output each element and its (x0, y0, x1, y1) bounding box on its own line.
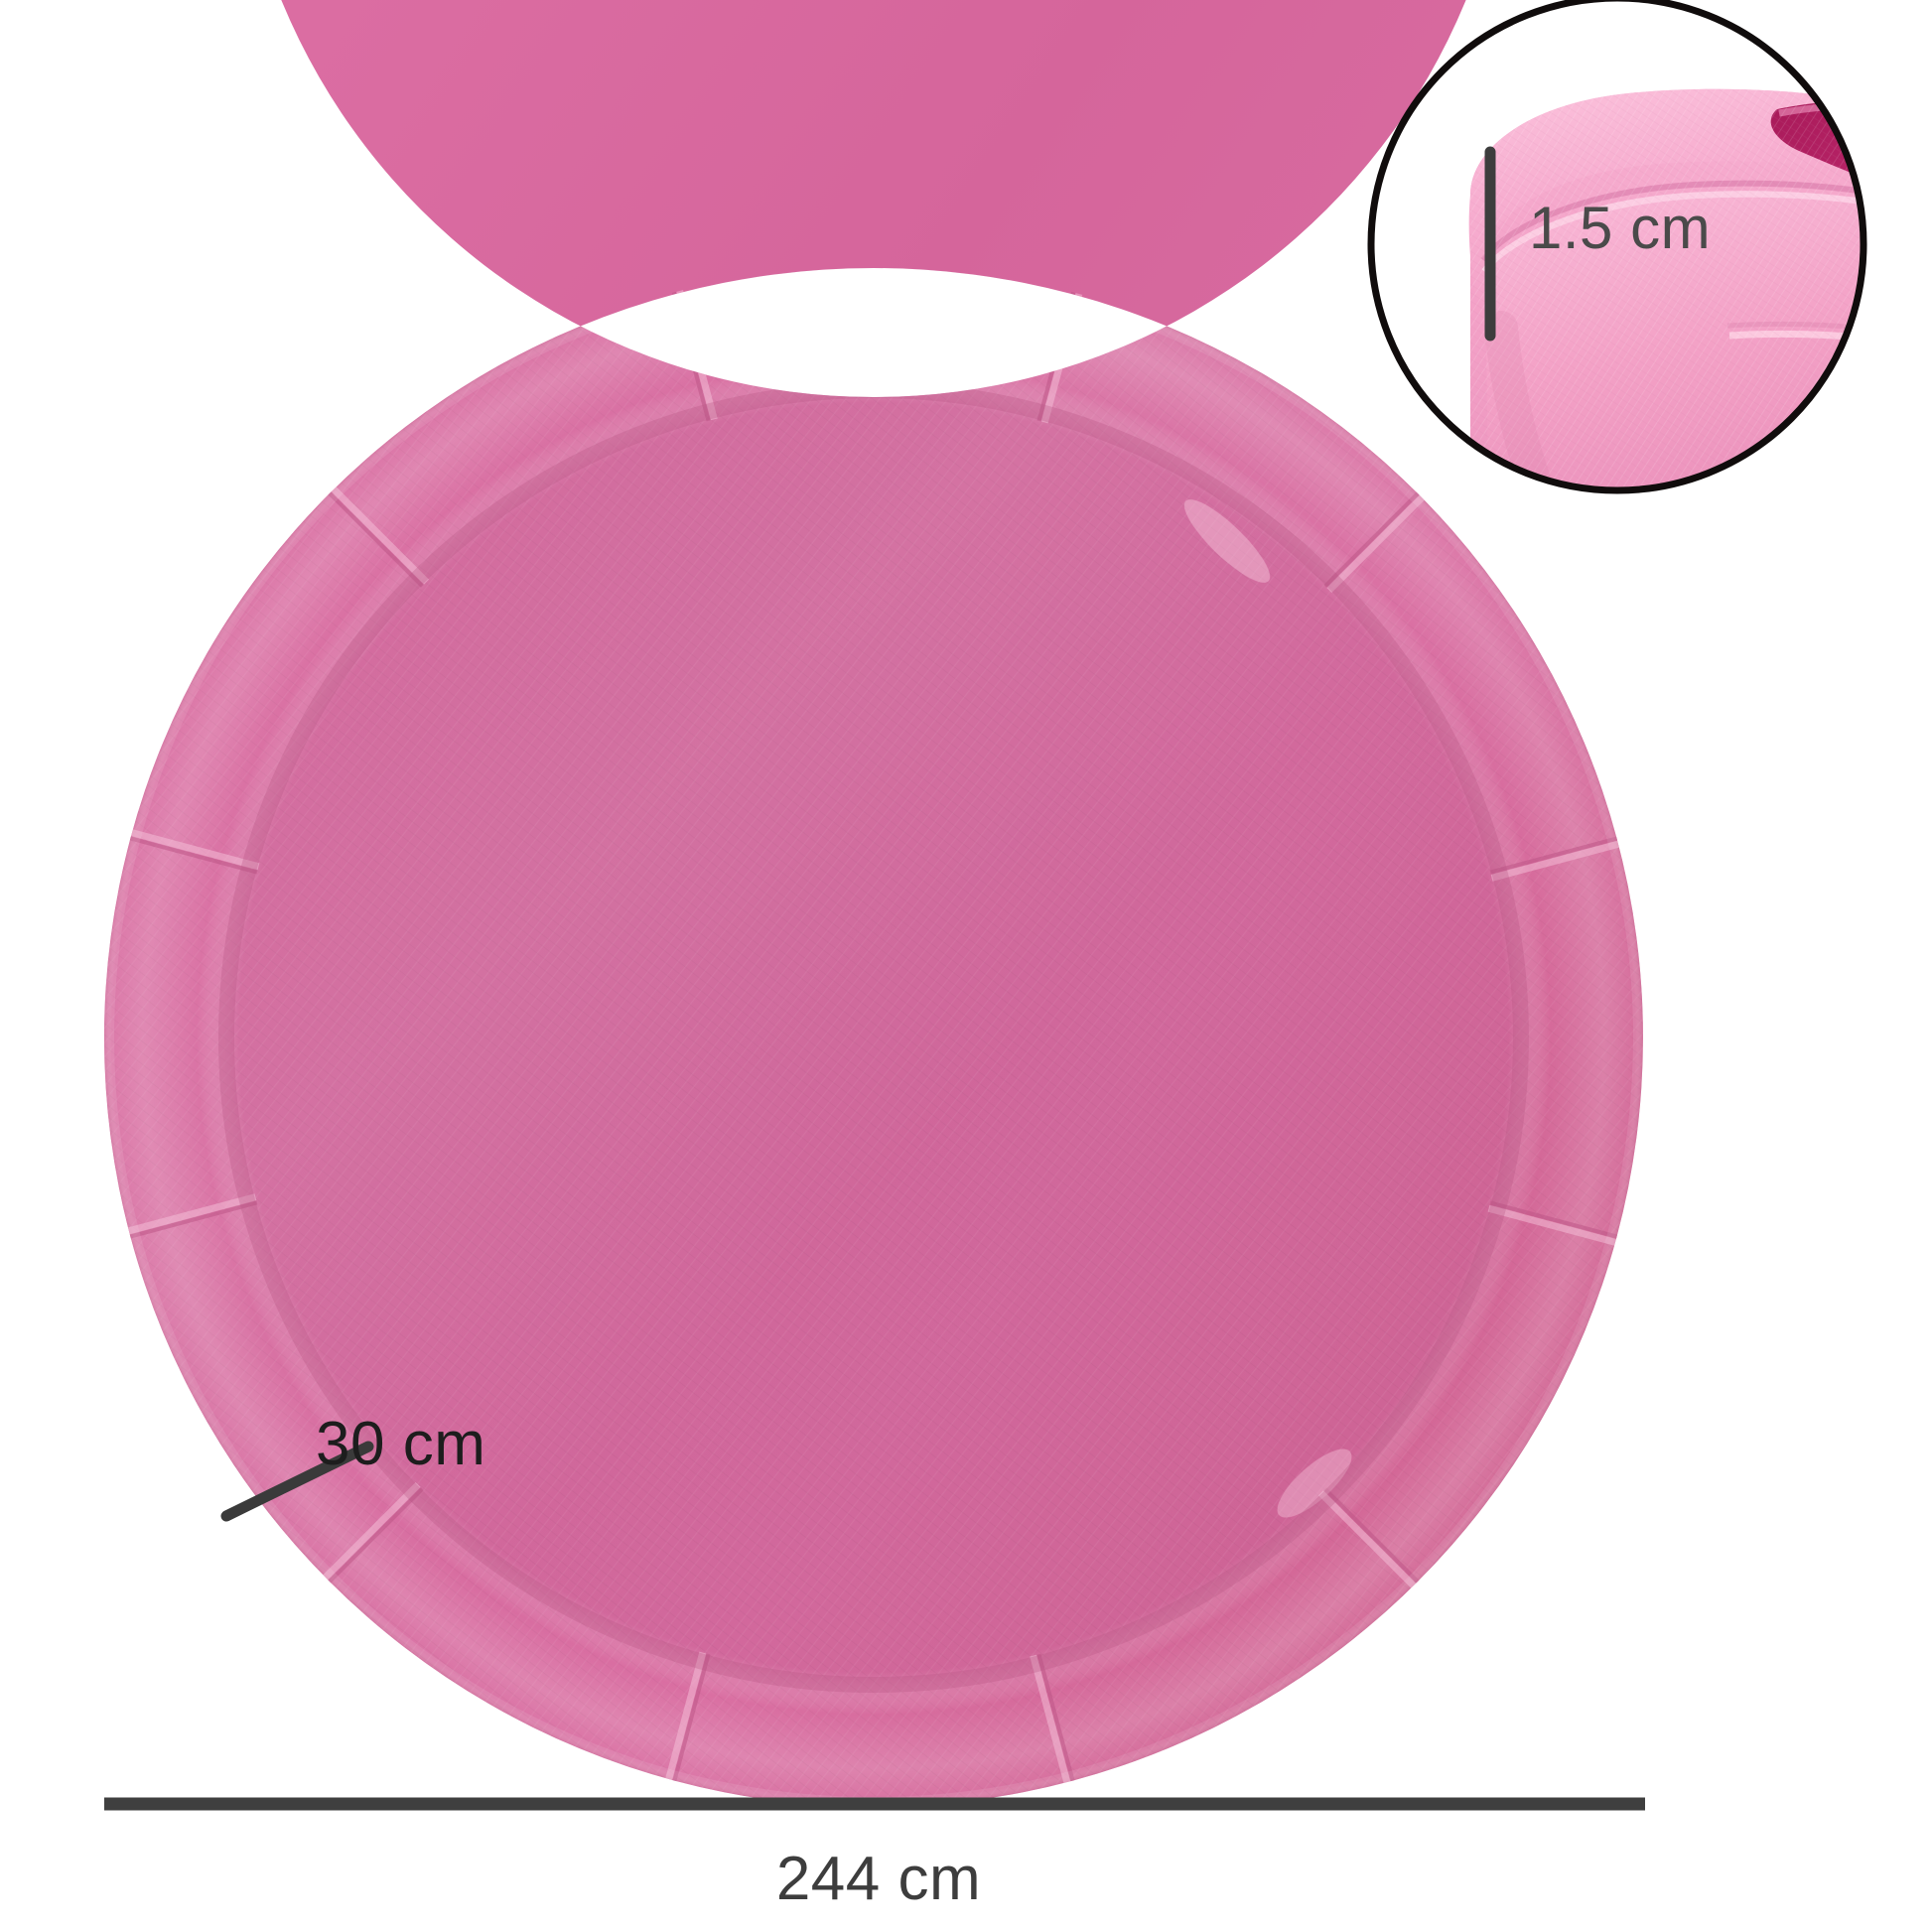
width-dimension-line (220, 1441, 374, 1522)
width-dimension-label: 30 cm (316, 1410, 486, 1478)
pad-detail-texture (1470, 88, 1863, 490)
thickness-dimension-label: 1.5 cm (1529, 195, 1712, 261)
pad-detail-gloss (1886, 266, 1930, 449)
diameter-dimension-label: 244 cm (775, 1845, 982, 1913)
detail-circle-content (1468, 88, 1930, 490)
detail-circle-outline (1367, 0, 1867, 494)
pad-band (103, 0, 1643, 1807)
pad-detail-shade (1484, 311, 1574, 490)
pad-band-gloss (104, 268, 1643, 1807)
